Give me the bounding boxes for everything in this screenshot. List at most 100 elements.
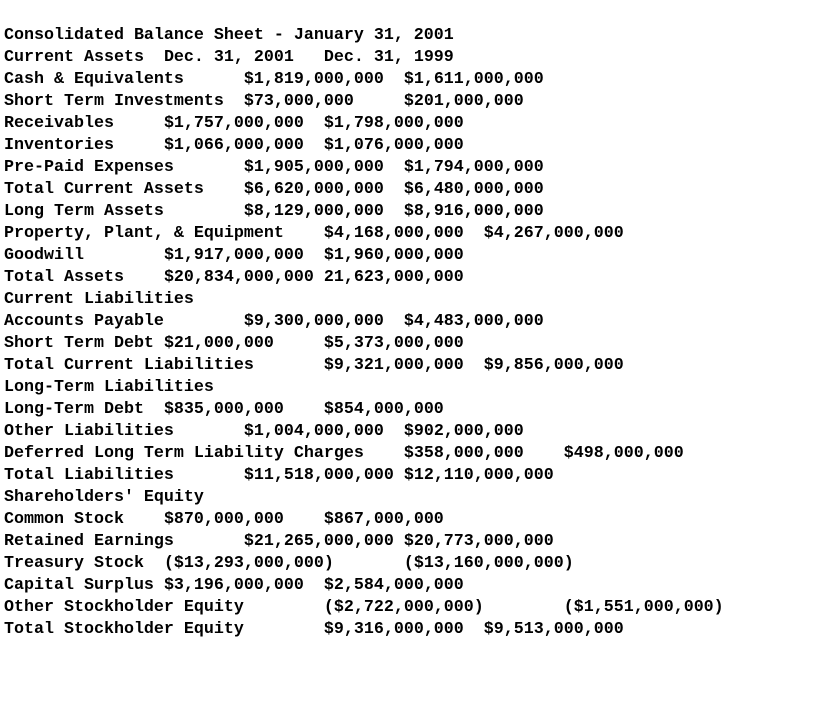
row-value: $12,110,000,000 <box>403 466 554 485</box>
row-value: $1,076,000,000 <box>323 136 464 155</box>
row-value: $4,483,000,000 <box>403 312 544 331</box>
row-value: $1,960,000,000 <box>323 246 464 265</box>
row-label: Total Assets <box>4 268 124 287</box>
row-value: $1,066,000,000 <box>163 136 304 155</box>
title-text: Consolidated Balance Sheet - January 31,… <box>4 26 454 45</box>
row-label: Short Term Debt <box>4 334 154 353</box>
row-value: Dec. 31, 2001 <box>163 48 294 67</box>
row-value: $867,000,000 <box>323 510 444 529</box>
row-value: $6,480,000,000 <box>403 180 544 199</box>
row: Long-Term Debt $835,000,000 $854,000,000 <box>4 399 813 421</box>
row-value: $1,819,000,000 <box>243 70 384 89</box>
row-value: $1,757,000,000 <box>163 114 304 133</box>
row: Retained Earnings $21,265,000,000 $20,77… <box>4 531 813 553</box>
row-label: Capital Surplus <box>4 576 154 595</box>
row-label: Retained Earnings <box>4 532 174 551</box>
row-value: $1,798,000,000 <box>323 114 464 133</box>
row-label: Common Stock <box>4 510 124 529</box>
row-label: Short Term Investments <box>4 92 224 111</box>
row-label: Long Term Assets <box>4 202 164 221</box>
row-value: $9,321,000,000 <box>323 356 464 375</box>
row: Treasury Stock ($13,293,000,000) ($13,16… <box>4 553 813 575</box>
row-value: $9,856,000,000 <box>483 356 624 375</box>
row-value: $854,000,000 <box>323 400 444 419</box>
row-label: Total Stockholder Equity <box>4 620 244 639</box>
row: Current Liabilities <box>4 289 813 311</box>
row: Deferred Long Term Liability Charges $35… <box>4 443 813 465</box>
row: Short Term Investments $73,000,000 $201,… <box>4 91 813 113</box>
row-label: Total Current Assets <box>4 180 204 199</box>
row-label: Long-Term Liabilities <box>4 378 214 397</box>
row-value: $835,000,000 <box>163 400 284 419</box>
row-value: $9,300,000,000 <box>243 312 384 331</box>
row-value: $902,000,000 <box>403 422 524 441</box>
row-label: Treasury Stock <box>4 554 144 573</box>
row-label: Accounts Payable <box>4 312 164 331</box>
row-value: $4,267,000,000 <box>483 224 624 243</box>
row-value: $8,916,000,000 <box>403 202 544 221</box>
row: Long Term Assets $8,129,000,000 $8,916,0… <box>4 201 813 223</box>
row: Receivables $1,757,000,000 $1,798,000,00… <box>4 113 813 135</box>
row-value: ($13,293,000,000) <box>163 554 334 573</box>
row-value: $201,000,000 <box>403 92 524 111</box>
row-value: $358,000,000 <box>403 444 524 463</box>
row-value: $870,000,000 <box>163 510 284 529</box>
row-label: Long-Term Debt <box>4 400 144 419</box>
row-label: Cash & Equivalents <box>4 70 184 89</box>
row: Total Liabilities $11,518,000,000 $12,11… <box>4 465 813 487</box>
row: Inventories $1,066,000,000 $1,076,000,00… <box>4 135 813 157</box>
row: Short Term Debt $21,000,000 $5,373,000,0… <box>4 333 813 355</box>
row-label: Property, Plant, & Equipment <box>4 224 284 243</box>
row-value: $9,316,000,000 <box>323 620 464 639</box>
row-value: ($13,160,000,000) <box>403 554 574 573</box>
row-value: $1,004,000,000 <box>243 422 384 441</box>
row: Other Liabilities $1,004,000,000 $902,00… <box>4 421 813 443</box>
row: Total Assets $20,834,000,000 21,623,000,… <box>4 267 813 289</box>
row-value: $21,265,000,000 <box>243 532 394 551</box>
row-label: Inventories <box>4 136 114 155</box>
row-value: $1,917,000,000 <box>163 246 304 265</box>
row-value: $2,584,000,000 <box>323 576 464 595</box>
row-label: Goodwill <box>4 246 84 265</box>
row: Total Current Assets $6,620,000,000 $6,4… <box>4 179 813 201</box>
row-value: 21,623,000,000 <box>323 268 464 287</box>
row-value: $21,000,000 <box>163 334 274 353</box>
row-value: $5,373,000,000 <box>323 334 464 353</box>
row-value: $1,905,000,000 <box>243 158 384 177</box>
row: Goodwill $1,917,000,000 $1,960,000,000 <box>4 245 813 267</box>
row-label: Other Stockholder Equity <box>4 598 244 617</box>
row: Cash & Equivalents $1,819,000,000 $1,611… <box>4 69 813 91</box>
row-value: ($2,722,000,000) <box>323 598 484 617</box>
row: Accounts Payable $9,300,000,000 $4,483,0… <box>4 311 813 333</box>
row-value: $1,794,000,000 <box>403 158 544 177</box>
row-label: Current Liabilities <box>4 290 194 309</box>
row-label: Total Current Liabilities <box>4 356 254 375</box>
row-value: $20,834,000,000 <box>163 268 314 287</box>
row: Current Assets Dec. 31, 2001 Dec. 31, 19… <box>4 47 813 69</box>
row-value: ($1,551,000,000) <box>563 598 724 617</box>
row-label: Receivables <box>4 114 114 133</box>
row-value: $3,196,000,000 <box>163 576 304 595</box>
row-value: $6,620,000,000 <box>243 180 384 199</box>
row-label: Total Liabilities <box>4 466 174 485</box>
row: Total Current Liabilities $9,321,000,000… <box>4 355 813 377</box>
row-label: Current Assets <box>4 48 144 67</box>
row: Property, Plant, & Equipment $4,168,000,… <box>4 223 813 245</box>
row-value: $498,000,000 <box>563 444 684 463</box>
row-value: $20,773,000,000 <box>403 532 554 551</box>
row-value: $9,513,000,000 <box>483 620 624 639</box>
row-value: Dec. 31, 1999 <box>323 48 454 67</box>
row: Pre-Paid Expenses $1,905,000,000 $1,794,… <box>4 157 813 179</box>
row-label: Deferred Long Term Liability Charges <box>4 444 364 463</box>
row-value: $73,000,000 <box>243 92 354 111</box>
row-value: $4,168,000,000 <box>323 224 464 243</box>
row: Other Stockholder Equity ($2,722,000,000… <box>4 597 813 619</box>
row: Shareholders' Equity <box>4 487 813 509</box>
row: Long-Term Liabilities <box>4 377 813 399</box>
rows: Current Assets Dec. 31, 2001 Dec. 31, 19… <box>4 47 813 641</box>
row-label: Shareholders' Equity <box>4 488 204 507</box>
row-label: Pre-Paid Expenses <box>4 158 174 177</box>
title: Consolidated Balance Sheet - January 31,… <box>4 25 813 47</box>
row: Capital Surplus $3,196,000,000 $2,584,00… <box>4 575 813 597</box>
